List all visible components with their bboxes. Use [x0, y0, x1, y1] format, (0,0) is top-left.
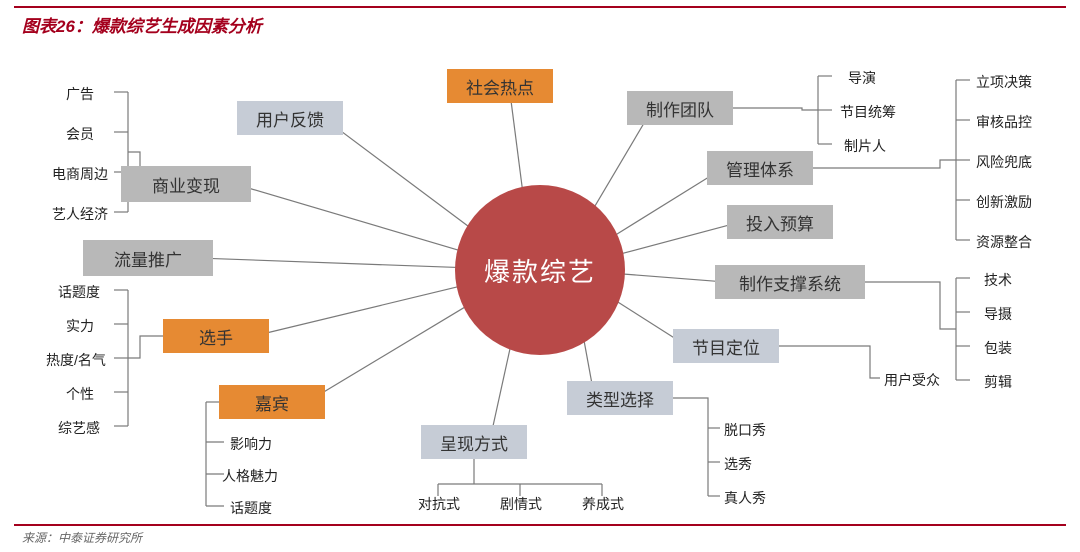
leaf-label: 电商周边 — [52, 164, 108, 184]
center-node: 爆款综艺 — [455, 185, 625, 355]
leaf-label: 选秀 — [724, 454, 752, 474]
leaf-label: 审核品控 — [976, 112, 1032, 132]
branch-fankui: 用户反馈 — [237, 101, 343, 135]
branch-guanli: 管理体系 — [707, 151, 813, 185]
leaf-label: 节目统筹 — [840, 102, 896, 122]
bottom-rule — [14, 524, 1066, 526]
leaf-label: 包装 — [984, 338, 1012, 358]
leaf-label: 人格魅力 — [222, 466, 278, 486]
branch-dingwei: 节目定位 — [673, 329, 779, 363]
branch-leixing: 类型选择 — [567, 381, 673, 415]
leaf-label: 话题度 — [230, 498, 272, 518]
leaf-label: 导摄 — [984, 304, 1012, 324]
leaf-label: 会员 — [66, 124, 94, 144]
leaf-label: 剧情式 — [500, 494, 542, 514]
leaf-label: 影响力 — [230, 434, 272, 454]
leaf-label: 用户受众 — [884, 370, 940, 390]
leaf-label: 话题度 — [58, 282, 100, 302]
leaf-label: 实力 — [66, 316, 94, 336]
leaf-label: 真人秀 — [724, 488, 766, 508]
leaf-label: 立项决策 — [976, 72, 1032, 92]
branch-tuandui: 制作团队 — [627, 91, 733, 125]
leaf-label: 对抗式 — [418, 494, 460, 514]
leaf-label: 综艺感 — [58, 418, 100, 438]
branch-chengxian: 呈现方式 — [421, 425, 527, 459]
leaf-label: 创新激励 — [976, 192, 1032, 212]
branch-shehui: 社会热点 — [447, 69, 553, 103]
leaf-label: 资源整合 — [976, 232, 1032, 252]
leaf-label: 导演 — [848, 68, 876, 88]
diagram-nodes: 爆款综艺 社会热点用户反馈商业变现流量推广选手嘉宾呈现方式 类型选择节目定位 制作支撑… — [0, 0, 1080, 552]
leaf-label: 热度/名气 — [46, 350, 106, 370]
branch-bianxian: 商业变现 — [121, 166, 251, 202]
branch-zhicheng: 制作支撑系统 — [715, 265, 865, 299]
leaf-label: 艺人经济 — [52, 204, 108, 224]
branch-liuliang: 流量推广 — [83, 240, 213, 276]
leaf-label: 个性 — [66, 384, 94, 404]
leaf-label: 剪辑 — [984, 372, 1012, 392]
leaf-label: 技术 — [984, 270, 1012, 290]
leaf-label: 养成式 — [582, 494, 624, 514]
branch-xuanshou: 选手 — [163, 319, 269, 353]
leaf-label: 制片人 — [844, 136, 886, 156]
branch-yusuan: 投入预算 — [727, 205, 833, 239]
leaf-label: 广告 — [66, 84, 94, 104]
leaf-label: 风险兜底 — [976, 152, 1032, 172]
leaf-label: 脱口秀 — [724, 420, 766, 440]
branch-jiabin: 嘉宾 — [219, 385, 325, 419]
source-label: 来源：中泰证券研究所 — [22, 529, 142, 546]
